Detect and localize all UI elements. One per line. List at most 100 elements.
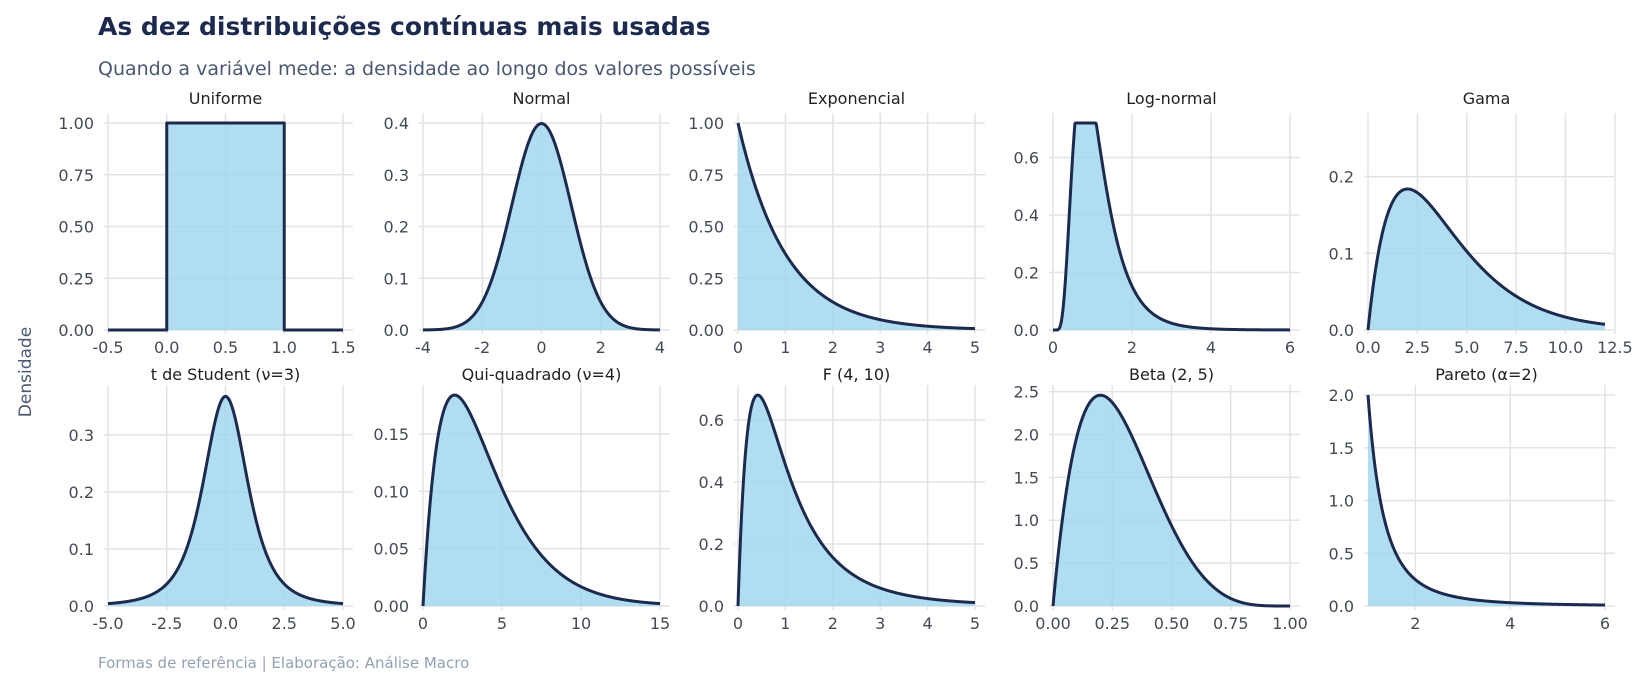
y-tick-label: 0.50 [58,218,94,237]
x-tick-label: -2.5 [151,614,182,633]
y-tick-label: 0.6 [699,411,724,430]
y-tick-label: 0.0 [1014,321,1039,340]
y-tick-label: 1.5 [1329,439,1354,458]
density-area [1368,188,1605,330]
density-area [108,396,343,606]
y-tick-label: 0.0 [1329,321,1354,340]
panel-normal: 0.0 0.1 0.2 0.3 0.4 -4 -2 0 2 4 Normal [384,89,670,357]
y-tick-label: 0.5 [1014,554,1039,573]
x-tick-label: 3 [875,338,885,357]
panel-title: Pareto (α=2) [1435,365,1538,384]
density-line [107,394,344,606]
x-tick-label: 0.0 [154,338,179,357]
y-tick-label: 0.0 [384,321,409,340]
y-tick-label: 0.2 [699,535,724,554]
y-tick-label: 0.4 [1014,206,1039,225]
y-tick-label: 0.5 [1329,544,1354,563]
x-tick-label: 2 [1127,338,1137,357]
x-tick-label: 6 [1285,338,1295,357]
panel-beta: 0.0 0.5 1.0 1.5 2.0 2.5 0.00 0.25 0.50 0.75 1.00 Be… [1014,365,1308,633]
y-tick-label: 0.2 [69,483,94,502]
x-tick-label: -2 [474,338,490,357]
y-tick-label: 0.2 [1014,264,1039,283]
panel-title: Log-normal [1126,89,1216,108]
chart-subtitle: Quando a variável mede: a densidade ao l… [98,58,756,80]
density-area [738,123,975,330]
x-tick-label: 2 [828,614,838,633]
x-tick-label: 0.5 [213,338,238,357]
y-tick-label: 0.0 [699,597,724,616]
y-tick-label: 0.1 [69,540,94,559]
x-tick-label: 1.0 [272,338,297,357]
panel-title: F (4, 10) [823,365,890,384]
y-tick-label: 0.0 [69,597,94,616]
y-tick-label: 0.00 [373,597,409,616]
x-tick-label: 0 [418,614,428,633]
panel-title: t de Student (ν=3) [151,365,301,384]
density-area [738,395,975,606]
y-tick-label: 0.10 [373,482,409,501]
y-tick-label: 0.1 [1329,244,1354,263]
x-tick-label: 0 [733,614,743,633]
y-tick-label: 2.0 [1014,425,1039,444]
x-tick-label: 0.00 [1035,614,1071,633]
x-tick-label: 2 [1410,614,1420,633]
density-area [1053,395,1290,606]
x-tick-label: 5.0 [1454,338,1479,357]
panel-title: Qui-quadrado (ν=4) [462,365,622,384]
x-tick-label: 0.75 [1213,614,1249,633]
y-tick-label: 0.00 [58,321,94,340]
y-tick-label: 0.50 [688,218,724,237]
x-tick-label: -5.0 [92,614,123,633]
x-tick-label: 3 [875,614,885,633]
x-tick-label: 0.0 [1355,338,1380,357]
panel-title: Uniforme [189,89,262,108]
x-tick-label: 0.50 [1154,614,1190,633]
x-tick-label: 15 [650,614,670,633]
x-tick-label: 12.5 [1597,338,1633,357]
y-tick-label: 1.00 [688,114,724,133]
x-tick-label: 10.0 [1548,338,1584,357]
panel-title: Normal [513,89,571,108]
y-tick-label: 0.05 [373,540,409,559]
x-tick-label: 6 [1600,614,1610,633]
x-tick-label: 1.5 [330,338,355,357]
y-tick-label: 0.25 [688,269,724,288]
x-tick-label: -0.5 [92,338,123,357]
x-tick-label: 4 [1505,614,1515,633]
x-tick-label: 2 [828,338,838,357]
density-area [1368,395,1605,606]
panel-gamma: 0.0 0.1 0.2 0.0 2.5 5.0 7.5 10.0 12.5 Gama [1329,89,1633,357]
y-tick-label: 0.6 [1014,149,1039,168]
chart-caption: Formas de referência | Elaboração: Análi… [98,654,470,672]
y-tick-label: 0.3 [69,426,94,445]
x-tick-label: 7.5 [1503,338,1528,357]
x-tick-label: 1 [780,338,790,357]
y-tick-label: 0.75 [58,166,94,185]
x-tick-label: 10 [571,614,591,633]
x-tick-label: 0.0 [213,614,238,633]
x-tick-label: 1 [780,614,790,633]
x-tick-label: 0 [733,338,743,357]
density-area [423,395,660,606]
x-tick-label: 4 [923,338,933,357]
x-tick-label: 0.25 [1094,614,1130,633]
y-tick-label: 0.2 [384,218,409,237]
x-tick-label: 5 [970,338,980,357]
density-area [1053,123,1290,330]
x-tick-label: 5 [497,614,507,633]
x-tick-label: 4 [655,338,665,357]
density-line [1366,394,1606,607]
y-tick-label: 0.4 [384,114,409,133]
x-tick-label: 4 [1206,338,1216,357]
panel-uniform: 0.00 0.25 0.50 0.75 1.00 -0.5 0.0 0.5 1.0 1.5 Unif… [58,89,355,357]
y-tick-label: 0.1 [384,269,409,288]
x-tick-label: 0 [536,338,546,357]
y-tick-label: 0.25 [58,269,94,288]
y-tick-label: 0.4 [699,473,724,492]
y-tick-label: 2.0 [1329,386,1354,405]
panel-lognormal: 0.0 0.2 0.4 0.6 0 2 4 6 Log-normal [1014,89,1300,357]
panel-exponential: 0.00 0.25 0.50 0.75 1.00 0 1 2 3 4 5 Exponencial [688,89,985,357]
chart-title: As dez distribuições contínuas mais usad… [98,12,711,41]
density-line [736,122,976,331]
